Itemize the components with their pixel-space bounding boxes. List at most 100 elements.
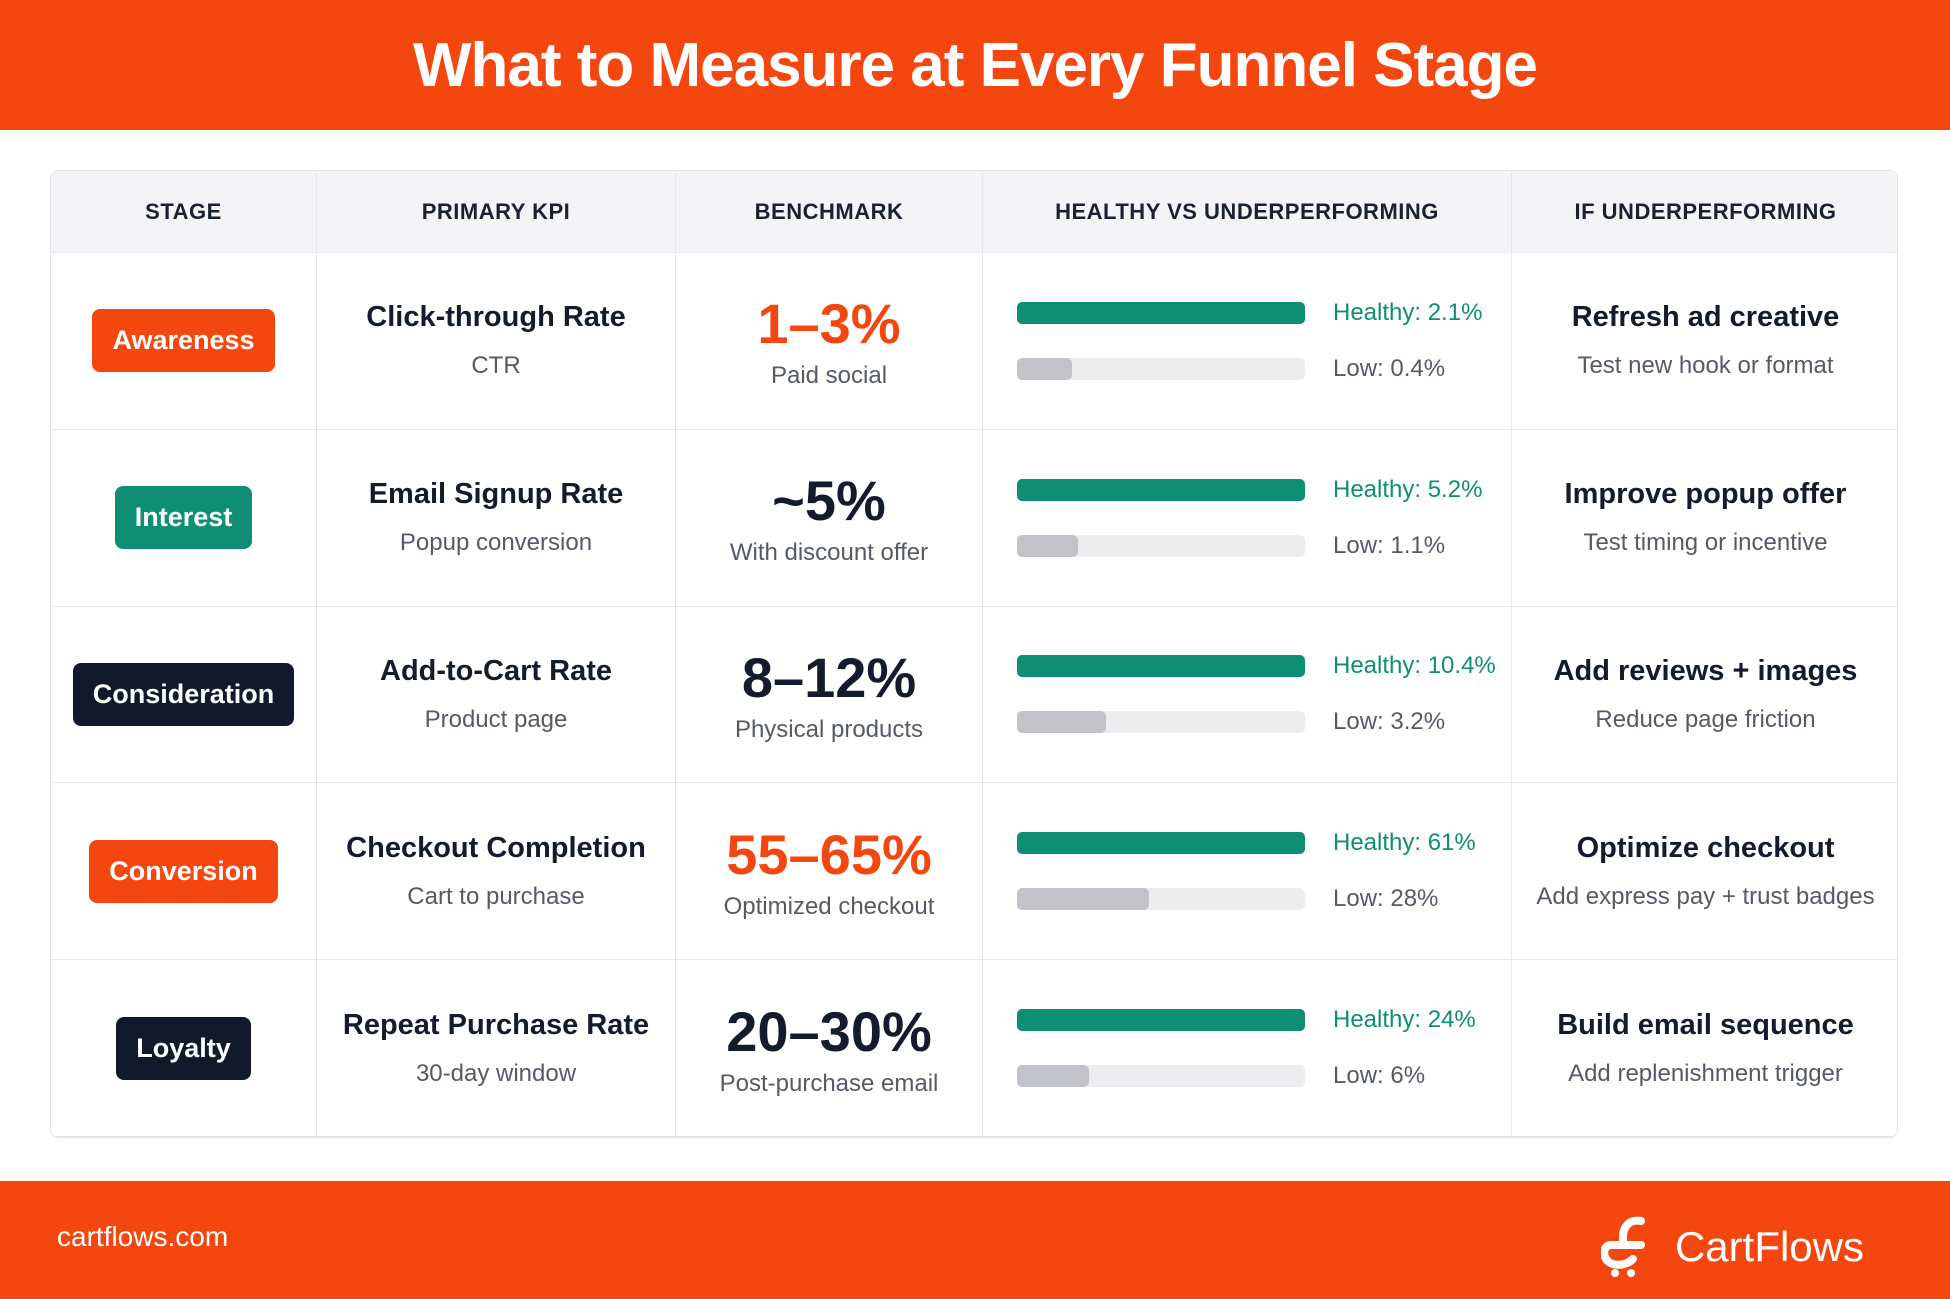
healthy-row: Healthy: 10.4% — [1017, 638, 1496, 694]
bar-track — [1017, 478, 1305, 501]
benchmark-value: ~5% — [772, 469, 886, 533]
low-bar — [1017, 357, 1072, 380]
action-note: Add express pay + trust badges — [1536, 882, 1875, 910]
bars-cell: Healthy: 24% Low: 6% — [983, 960, 1512, 1137]
benchmark-cell: 1–3% Paid social — [676, 253, 983, 430]
action-note: Test timing or incentive — [1583, 529, 1828, 557]
column-header: BENCHMARK — [676, 171, 983, 253]
bar-track — [1017, 832, 1305, 855]
low-row: Low: 3.2% — [1017, 694, 1445, 750]
kpi-name: Repeat Purchase Rate — [342, 1008, 650, 1041]
bar-track — [1017, 357, 1305, 380]
kpi-cell: Checkout Completion Cart to purchase — [317, 783, 676, 961]
bars-cell: Healthy: 61% Low: 28% — [983, 783, 1512, 961]
stage-cell: Awareness — [51, 253, 317, 430]
column-header: IF UNDERPERFORMING — [1512, 171, 1897, 253]
header-bar: What to Measure at Every Funnel Stage — [0, 0, 1950, 130]
bar-track — [1017, 534, 1305, 557]
column-header: HEALTHY VS UNDERPERFORMING — [983, 171, 1512, 253]
kpi-name: Add-to-Cart Rate — [380, 654, 612, 687]
kpi-note: Product page — [424, 705, 568, 733]
benchmark-value: 20–30% — [726, 999, 932, 1063]
healthy-label: Healthy: 5.2% — [1333, 475, 1483, 503]
healthy-label: Healthy: 10.4% — [1333, 652, 1496, 680]
brand: CartFlows — [1600, 1215, 1864, 1279]
action: Build email sequence — [1557, 1008, 1854, 1041]
action-note: Test new hook or format — [1577, 352, 1834, 380]
bar-track — [1017, 1065, 1305, 1088]
kpi-cell: Add-to-Cart Rate Product page — [317, 606, 676, 784]
kpi-cell: Email Signup Rate Popup conversion — [317, 429, 676, 607]
brand-name: CartFlows — [1674, 1223, 1864, 1270]
healthy-label: Healthy: 61% — [1333, 829, 1476, 857]
stage-badge: Interest — [114, 486, 253, 550]
kpi-cell: Click-through Rate CTR — [317, 253, 676, 430]
column-header: STAGE — [51, 171, 317, 253]
footer-bar: cartflows.com CartFlows — [0, 1181, 1950, 1299]
action-cell: Build email sequence Add replenishment tr… — [1512, 960, 1897, 1137]
stage-cell: Consideration — [51, 606, 317, 784]
bar-track — [1017, 301, 1305, 324]
low-bar — [1017, 534, 1078, 557]
action: Optimize checkout — [1576, 831, 1835, 864]
low-label: Low: 6% — [1333, 1062, 1426, 1090]
action-cell: Refresh ad creative Test new hook or form… — [1512, 253, 1897, 430]
healthy-bar — [1017, 301, 1305, 324]
benchmark-cell: ~5% With discount offer — [676, 429, 983, 607]
kpi-cell: Repeat Purchase Rate 30-day window — [317, 960, 676, 1137]
stage-badge: Loyalty — [116, 1016, 251, 1080]
healthy-label: Healthy: 24% — [1333, 1006, 1476, 1034]
benchmark-cell: 20–30% Post-purchase email — [676, 960, 983, 1137]
healthy-row: Healthy: 61% — [1017, 815, 1476, 871]
low-bar — [1017, 711, 1106, 734]
stage-badge: Awareness — [92, 309, 275, 373]
stage-cell: Loyalty — [51, 960, 317, 1137]
action: Improve popup offer — [1564, 478, 1847, 511]
kpi-note: CTR — [471, 352, 521, 380]
action: Add reviews + images — [1553, 654, 1858, 687]
benchmark-note: Optimized checkout — [723, 892, 935, 920]
kpi-note: Cart to purchase — [407, 882, 585, 910]
low-bar — [1017, 888, 1150, 911]
low-row: Low: 0.4% — [1017, 341, 1445, 397]
low-label: Low: 3.2% — [1333, 708, 1446, 736]
stage-badge: Conversion — [89, 839, 278, 903]
healthy-label: Healthy: 2.1% — [1333, 298, 1483, 326]
benchmark-value: 1–3% — [757, 292, 901, 356]
low-row: Low: 28% — [1017, 871, 1438, 927]
site-url: cartflows.com — [57, 1221, 229, 1252]
kpi-name: Checkout Completion — [346, 831, 646, 864]
bar-track — [1017, 888, 1305, 911]
benchmark-note: Post-purchase email — [719, 1069, 939, 1097]
brand-logo — [1600, 1216, 1645, 1277]
stage-badge: Consideration — [72, 662, 295, 726]
healthy-row: Healthy: 2.1% — [1017, 285, 1482, 341]
stage-cell: Conversion — [51, 783, 317, 961]
healthy-row: Healthy: 5.2% — [1017, 462, 1482, 518]
stage-cell: Interest — [51, 429, 317, 607]
low-label: Low: 28% — [1333, 885, 1439, 913]
kpi-note: Popup conversion — [399, 529, 593, 557]
bars-cell: Healthy: 10.4% Low: 3.2% — [983, 606, 1512, 784]
healthy-bar — [1017, 832, 1305, 855]
action-cell: Optimize checkout Add express pay + trust… — [1512, 783, 1897, 961]
bars-cell: Healthy: 5.2% Low: 1.1% — [983, 429, 1512, 607]
column-header: PRIMARY KPI — [317, 171, 676, 253]
low-row: Low: 6% — [1017, 1048, 1425, 1104]
action-cell: Improve popup offer Test timing or incent… — [1512, 430, 1897, 607]
action-note: Reduce page friction — [1595, 705, 1816, 733]
action-cell: Add reviews + images Reduce page friction — [1512, 607, 1897, 784]
benchmark-cell: 55–65% Optimized checkout — [676, 783, 983, 961]
benchmark-note: Paid social — [770, 362, 888, 390]
benchmark-note: Physical products — [734, 715, 924, 743]
bar-track — [1017, 1009, 1305, 1032]
benchmark-note: With discount offer — [729, 539, 929, 567]
low-label: Low: 1.1% — [1333, 531, 1446, 559]
low-label: Low: 0.4% — [1333, 354, 1446, 382]
low-bar — [1017, 1065, 1089, 1088]
title: What to Measure at Every Funnel Stage — [412, 30, 1538, 100]
healthy-bar — [1017, 1009, 1305, 1032]
benchmark-value: 8–12% — [741, 645, 917, 709]
